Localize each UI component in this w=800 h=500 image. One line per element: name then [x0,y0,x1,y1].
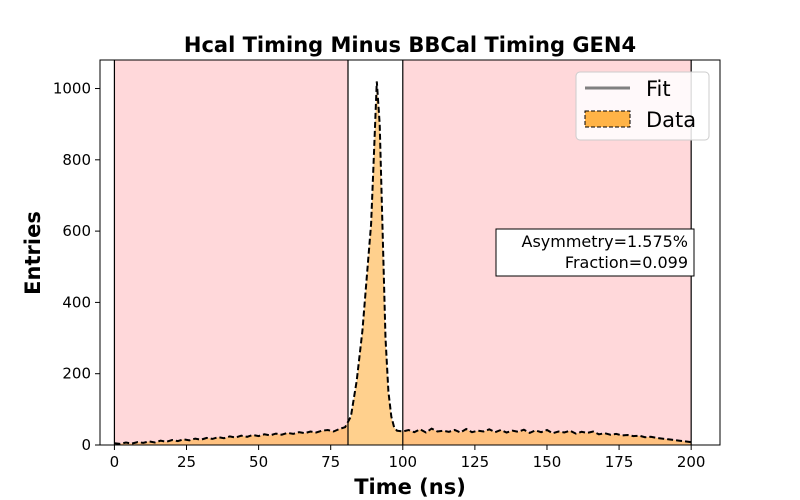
annotation-asymmetry: Asymmetry=1.575% [522,232,689,251]
legend-data-label: Data [646,108,696,132]
annotation-fraction: Fraction=0.099 [565,253,688,272]
y-tick-label-5: 1000 [53,80,91,98]
x-tick-label-7: 175 [605,453,634,471]
x-tick-label-1: 25 [177,453,196,471]
plot-frame [99,59,721,446]
annotation-box: Asymmetry=1.575% Fraction=0.099 [495,228,695,277]
legend: Fit Data [575,71,710,141]
x-tick-label-0: 0 [110,453,120,471]
y-tick-label-2: 400 [62,293,91,311]
plot-area: 0 25 50 75 100 125 150 175 200 0 200 400 600 800 1000 F… [53,59,721,471]
x-tick-label-2: 50 [249,453,268,471]
y-tick-label-1: 200 [62,365,91,383]
x-tick-label-4: 100 [388,453,417,471]
shaded-region-0 [114,60,348,445]
x-tick-label-6: 150 [533,453,562,471]
chart-title: Hcal Timing Minus BBCal Timing GEN4 [184,33,636,57]
x-tick-label-3: 75 [321,453,340,471]
x-tick-label-5: 125 [461,453,490,471]
legend-fit-label: Fit [646,77,671,101]
x-tick-label-8: 200 [677,453,706,471]
y-tick-label-4: 800 [62,151,91,169]
annotation-frame [495,228,695,277]
legend-data-swatch [584,110,631,128]
data-line [114,81,692,445]
y-axis-label: Entries [21,211,45,295]
y-tick-label-0: 0 [81,436,91,454]
y-tick-label-3: 600 [62,222,91,240]
x-axis-label: Time (ns) [354,475,466,499]
